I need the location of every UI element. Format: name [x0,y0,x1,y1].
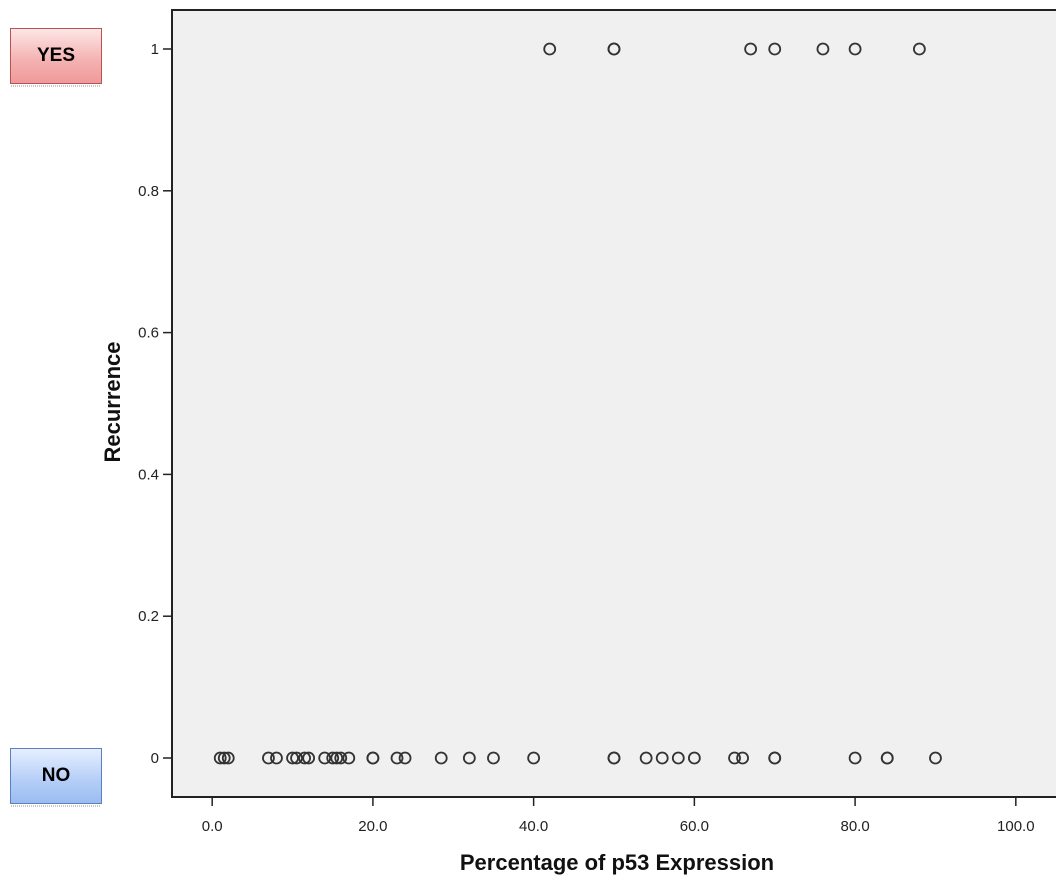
x-tick-label: 40.0 [519,818,548,835]
no-badge-label: NO [41,765,71,786]
data-point [728,751,741,765]
data-point [929,751,942,765]
data-point [543,42,557,56]
y-axis-ticks: 0 0.2 0.4 0.6 0.8 1 [138,41,172,767]
data-point [286,751,299,765]
x-axis-title: Percentage of p53 Expression [460,850,774,875]
data-point [366,751,380,765]
y-axis-title: Recurrence [100,341,125,462]
data-point [262,751,275,765]
data-point [270,751,283,765]
data-point [398,751,412,765]
data-point [434,751,448,765]
data-point [318,751,332,765]
data-point [221,751,235,765]
data-point [744,42,758,56]
data-point [687,751,701,765]
data-point [816,42,830,56]
data-point [290,751,303,765]
data-point [848,751,862,765]
data-point [527,751,541,765]
data-point [639,751,653,765]
y-tick-label: 0.8 [138,183,159,200]
plot-area [171,9,1056,798]
no-badge: NO [10,748,102,807]
yes-badge-label: YES [36,45,76,66]
data-point [768,42,782,56]
data-point [462,751,476,765]
y-tick-label: 0.6 [138,325,159,342]
data-point [848,42,862,56]
data-point [607,751,621,765]
data-point [390,751,404,765]
x-tick-label: 20.0 [358,818,387,835]
y-tick-label: 1 [151,41,159,58]
data-point [736,751,749,765]
data-point [342,751,356,765]
data-point [912,42,926,56]
x-tick-label: 0.0 [202,818,223,835]
data-point [768,751,782,765]
data-point [607,42,621,56]
data-point [655,751,669,765]
x-tick-label: 60.0 [680,818,709,835]
data-point [217,751,231,765]
data-point [330,751,344,765]
data-point [326,751,340,765]
data-point [880,751,894,765]
x-tick-label: 80.0 [840,818,869,835]
data-points [213,42,942,765]
x-tick-label: 100.0 [997,818,1035,835]
yes-badge: YES [10,28,102,87]
data-point [487,751,500,765]
y-tick-label: 0 [151,750,159,767]
data-point [302,751,316,765]
y-tick-label: 0.2 [138,608,159,625]
data-point [671,751,685,765]
data-point [213,751,227,765]
data-point [334,751,348,765]
x-axis-ticks: 0.0 20.0 40.0 60.0 80.0 100.0 [202,797,1035,835]
y-tick-label: 0.4 [138,466,159,483]
data-point [298,751,312,765]
